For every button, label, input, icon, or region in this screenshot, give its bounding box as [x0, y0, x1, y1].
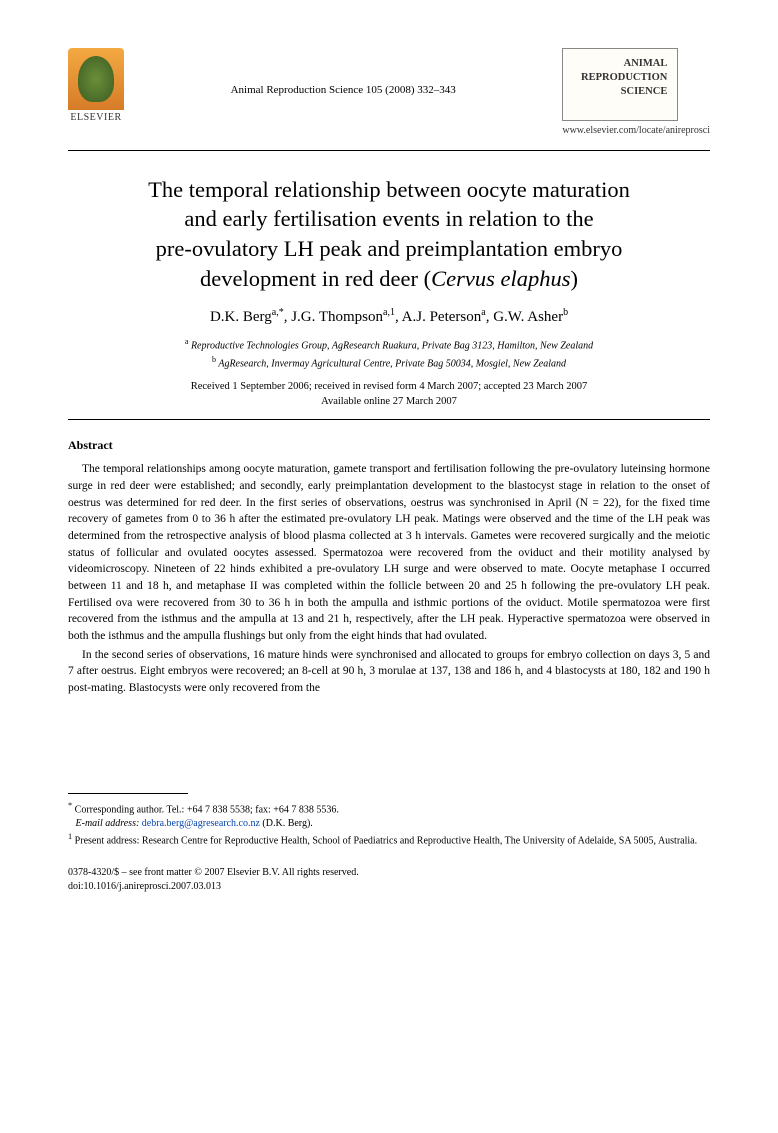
present-symbol: 1: [68, 832, 72, 841]
received-date: Received 1 September 2006; received in r…: [191, 381, 588, 392]
affil-a: Reproductive Technologies Group, AgResea…: [191, 341, 593, 352]
email-link[interactable]: debra.berg@agresearch.co.nz: [142, 818, 260, 829]
author-2: J.G. Thompson: [291, 309, 383, 325]
affil-b: AgResearch, Invermay Agricultural Centre…: [218, 358, 566, 369]
present-address-note: 1 Present address: Research Centre for R…: [68, 831, 710, 848]
title-line-3: pre-ovulatory LH peak and preimplantatio…: [156, 236, 623, 261]
title-line-4-pre: development in red deer (: [200, 266, 431, 291]
footnotes: * Corresponding author. Tel.: +64 7 838 …: [68, 800, 710, 849]
abstract-paragraph-1: The temporal relationships among oocyte …: [68, 461, 710, 644]
present-text: Present address: Research Centre for Rep…: [75, 835, 697, 846]
article-title: The temporal relationship between oocyte…: [68, 175, 710, 294]
journal-box-title: ANIMAL REPRODUCTION SCIENCE: [567, 57, 673, 100]
email-suffix: (D.K. Berg).: [262, 818, 312, 829]
author-1: D.K. Berg: [210, 309, 272, 325]
issn-copyright: 0378-4320/$ – see front matter © 2007 El…: [68, 866, 710, 880]
affil-a-sup: a: [185, 337, 189, 346]
author-4: G.W. Asher: [493, 309, 563, 325]
publisher-logo: ELSEVIER: [68, 48, 124, 123]
doi: doi:10.1016/j.anireprosci.2007.03.013: [68, 880, 710, 894]
page-header: ELSEVIER Animal Reproduction Science 105…: [68, 48, 710, 136]
title-line-2: and early fertilisation events in relati…: [184, 206, 593, 231]
journal-cover-box: ANIMAL REPRODUCTION SCIENCE: [562, 48, 678, 121]
abstract-paragraph-2: In the second series of observations, 16…: [68, 647, 710, 697]
author-3-affil: a: [481, 307, 485, 318]
author-1-affil: a,*: [272, 307, 284, 318]
affiliations: a Reproductive Technologies Group, AgRes…: [68, 336, 710, 372]
journal-reference: Animal Reproduction Science 105 (2008) 3…: [124, 48, 562, 96]
bottom-metadata: 0378-4320/$ – see front matter © 2007 El…: [68, 866, 710, 893]
journal-url[interactable]: www.elsevier.com/locate/anireprosci: [562, 125, 710, 136]
mid-rule: [68, 419, 710, 420]
online-date: Available online 27 March 2007: [321, 396, 457, 407]
corresponding-author-note: * Corresponding author. Tel.: +64 7 838 …: [68, 800, 710, 817]
corr-symbol: *: [68, 801, 72, 810]
author-3: A.J. Peterson: [402, 309, 482, 325]
email-line: E-mail address: debra.berg@agresearch.co…: [68, 817, 710, 831]
publisher-name: ELSEVIER: [70, 112, 121, 123]
abstract-body: The temporal relationships among oocyte …: [68, 461, 710, 696]
title-species: Cervus elaphus: [431, 266, 570, 291]
author-4-affil: b: [563, 307, 568, 318]
corr-text: Corresponding author. Tel.: +64 7 838 55…: [75, 804, 339, 815]
title-line-4-post: ): [571, 266, 579, 291]
abstract-heading: Abstract: [68, 438, 710, 453]
email-label: E-mail address:: [76, 818, 140, 829]
elsevier-tree-icon: [68, 48, 124, 110]
title-line-1: The temporal relationship between oocyte…: [148, 177, 630, 202]
author-list: D.K. Berga,*, J.G. Thompsona,1, A.J. Pet…: [68, 307, 710, 326]
footnote-rule: [68, 793, 188, 794]
author-2-affil: a,1: [383, 307, 395, 318]
journal-box-wrapper: ANIMAL REPRODUCTION SCIENCE www.elsevier…: [562, 48, 710, 136]
affil-b-sup: b: [212, 355, 216, 364]
article-dates: Received 1 September 2006; received in r…: [68, 380, 710, 409]
top-rule: [68, 150, 710, 151]
